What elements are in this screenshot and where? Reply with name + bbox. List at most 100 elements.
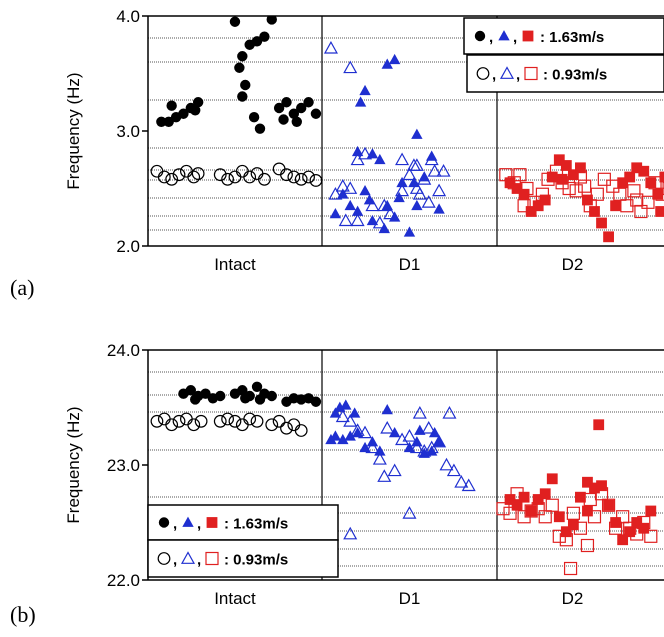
data-point-open-square [513, 168, 527, 182]
legend-separator: , [513, 29, 517, 46]
legend-marker [476, 67, 490, 80]
data-point-filled-square [645, 505, 657, 517]
legend-box [466, 54, 664, 93]
data-point-filled-circle [190, 394, 201, 405]
legend-separator: , [492, 67, 496, 84]
data-point-filled-square [539, 488, 551, 500]
data-point-filled-triangle [366, 214, 379, 226]
data-point-open-square [590, 187, 604, 201]
data-point-filled-circle [234, 62, 245, 73]
legend-separator: , [197, 516, 201, 533]
data-point-filled-circle [240, 393, 251, 404]
data-point-filled-circle [237, 91, 248, 102]
data-point-open-square [648, 176, 662, 190]
data-point-filled-square [553, 511, 565, 523]
data-point-open-circle [191, 167, 205, 180]
y-tick-label: 4.0 [116, 7, 140, 26]
data-point-filled-circle [254, 123, 266, 134]
data-point-open-triangle [442, 406, 457, 419]
data-point-open-circle [302, 170, 315, 184]
data-point-open-circle [243, 170, 257, 184]
data-point-open-triangle [412, 406, 427, 419]
data-point-open-square [499, 168, 513, 182]
legend-marker [522, 30, 534, 42]
legend-marker [180, 551, 196, 564]
data-point-open-circle [272, 162, 286, 176]
data-point-open-circle [187, 170, 201, 184]
data-point-filled-square [546, 473, 558, 485]
data-point-filled-triangle [348, 407, 361, 418]
data-point-filled-square [596, 480, 607, 492]
data-point-open-triangle [323, 40, 338, 54]
data-point-open-circle [294, 172, 308, 186]
data-point-open-circle [179, 164, 193, 178]
data-point-open-triangle [409, 440, 424, 454]
data-point-filled-triangle [393, 191, 405, 203]
data-point-open-circle [280, 168, 293, 182]
data-point-open-circle [213, 168, 227, 182]
data-point-open-circle [157, 412, 171, 426]
data-point-filled-triangle [414, 424, 426, 435]
category-label: D2 [562, 589, 584, 608]
data-point-open-triangle [432, 434, 447, 448]
data-point-filled-triangle [329, 207, 342, 219]
data-point-open-square [601, 498, 616, 512]
data-point-open-triangle [421, 420, 436, 434]
y-tick-label: 22.0 [107, 571, 140, 590]
legend-separator: , [173, 516, 177, 533]
data-points [150, 381, 658, 576]
data-point-filled-circle [266, 390, 277, 402]
category-label: D2 [562, 255, 584, 274]
legend-marker [474, 30, 486, 42]
data-point-filled-square [655, 206, 664, 217]
data-point-filled-triangle [337, 433, 349, 445]
legend-box [147, 539, 339, 578]
data-point-open-triangle [432, 183, 447, 197]
data-point-open-circle [258, 172, 271, 186]
data-point-open-circle [150, 414, 164, 428]
legend-box [147, 504, 339, 541]
data-point-filled-circle [278, 114, 289, 125]
data-point-filled-square [575, 162, 586, 174]
data-point-filled-circle [240, 79, 251, 91]
panel-label: (a) [10, 275, 34, 300]
data-point-open-triangle [338, 213, 353, 227]
legend-marker [182, 516, 194, 527]
data-point-open-circle [294, 424, 308, 437]
data-point-open-triangle [439, 457, 454, 471]
data-point-filled-triangle [396, 176, 408, 188]
data-point-open-square [630, 193, 644, 207]
data-point-open-triangle [417, 172, 432, 185]
data-point-filled-circle [251, 381, 263, 393]
data-point-open-triangle [343, 181, 358, 194]
data-point-open-circle [165, 418, 179, 432]
data-point-open-triangle [377, 198, 392, 212]
data-point-filled-square [518, 491, 530, 503]
data-point-filled-circle [259, 31, 270, 42]
data-point-filled-circle [303, 97, 314, 108]
data-point-open-square [587, 510, 602, 524]
data-point-open-square [566, 506, 580, 520]
data-point-filled-circle [310, 396, 322, 407]
data-point-open-circle [235, 418, 249, 432]
data-point-open-triangle [372, 215, 387, 229]
data-point-open-circle [280, 421, 293, 435]
data-point-filled-triangle [329, 430, 342, 441]
data-point-filled-triangle [411, 128, 423, 139]
data-point-filled-square [532, 494, 544, 505]
data-point-filled-triangle [344, 199, 356, 211]
panel-a: 2.0 3.0 4.0 Frequency (Hz) Intact D1 D2 (a),,: … [10, 7, 664, 300]
legend-label: : 0.93m/s [224, 552, 288, 569]
data-point-filled-circle [248, 111, 260, 123]
legend-separator: , [173, 552, 177, 569]
data-point-open-triangle [402, 506, 417, 519]
data-point-filled-triangle [388, 426, 401, 438]
data-point-open-circle [179, 412, 193, 426]
data-point-open-circle [194, 414, 208, 428]
data-point-filled-square [638, 165, 650, 177]
data-point-open-square [637, 515, 651, 530]
data-point-filled-circle [296, 102, 307, 114]
data-point-filled-square [645, 177, 657, 189]
data-point-open-triangle [335, 178, 350, 192]
data-point-open-triangle [350, 213, 365, 227]
